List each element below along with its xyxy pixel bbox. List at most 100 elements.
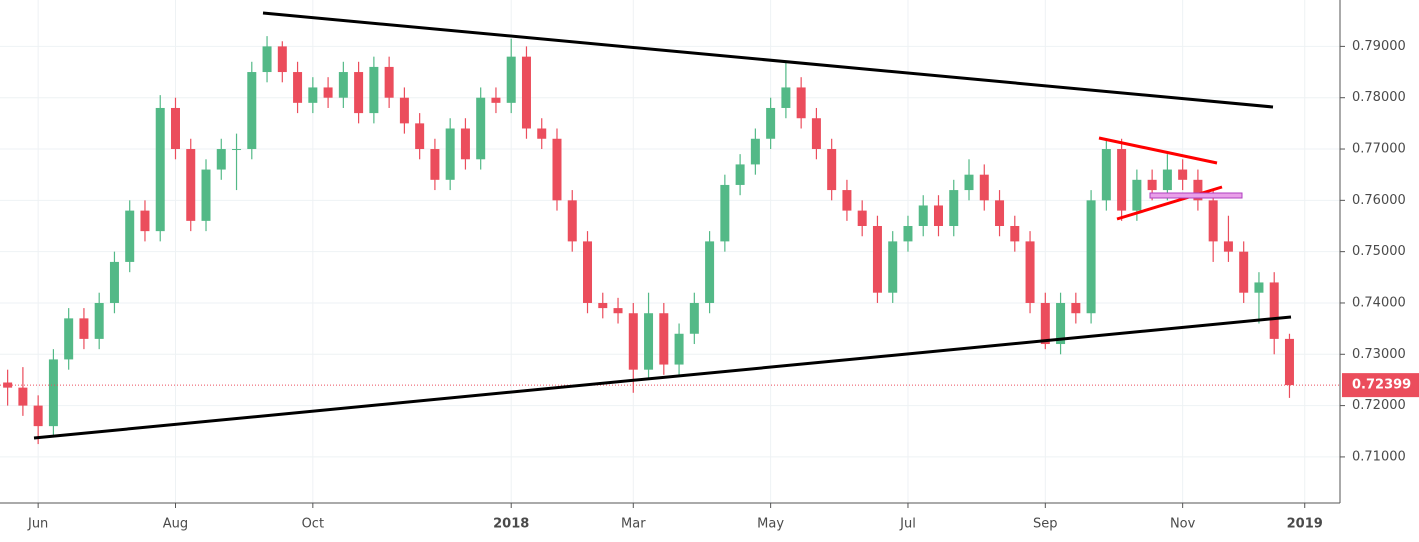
x-tick-label: Mar	[621, 517, 646, 532]
y-tick-label: 0.73000	[1352, 347, 1406, 362]
candle-body	[750, 138, 760, 165]
candle-body	[506, 56, 516, 103]
candle-body	[933, 205, 943, 226]
candle-body	[1025, 241, 1035, 303]
y-tick-label: 0.71000	[1352, 449, 1406, 464]
pennant-line	[1116, 185, 1223, 221]
y-tick-label: 0.78000	[1352, 90, 1406, 105]
drawings	[33, 11, 1292, 440]
x-tick-label: Aug	[163, 517, 188, 532]
candle-body	[827, 149, 837, 191]
candle-body	[766, 107, 776, 139]
candle-body	[552, 138, 562, 201]
candle-body	[781, 87, 791, 108]
x-tick-label: Jun	[27, 517, 48, 532]
candle-body	[567, 200, 577, 242]
candle-body	[628, 313, 638, 370]
candle-body	[3, 382, 13, 388]
candle-body	[79, 318, 89, 339]
x-tick-label: Sep	[1033, 517, 1058, 532]
candle-body	[796, 87, 806, 119]
candle-body	[415, 123, 425, 150]
x-tick-label: May	[757, 517, 784, 532]
candle-body	[1239, 251, 1249, 293]
candle-body	[460, 128, 470, 160]
candle-body	[354, 72, 364, 114]
trend-line	[262, 11, 1274, 109]
x-tick-label: 2019	[1287, 517, 1323, 532]
candle-body	[1147, 179, 1157, 191]
candle-body	[964, 174, 974, 191]
candle-body	[918, 205, 928, 226]
x-tick-label: 2018	[493, 517, 529, 532]
candle-body	[1208, 200, 1218, 242]
candle-body	[872, 225, 882, 293]
candle-body	[521, 56, 531, 129]
candle-body	[1223, 241, 1233, 252]
candle-body	[491, 97, 501, 103]
candle-body	[857, 210, 867, 226]
candle-body	[384, 66, 394, 98]
candle-body	[216, 149, 226, 170]
last-price-box	[1342, 373, 1419, 398]
candle-body	[262, 46, 272, 73]
candle-body	[537, 128, 547, 139]
candle-body	[598, 302, 608, 309]
candle-body	[155, 107, 165, 232]
y-tick-label: 0.74000	[1352, 295, 1406, 310]
axes: 0.71000 0.72000 0.73000 0.74000 0.75000 0.760…	[27, 39, 1419, 532]
candle-body	[33, 405, 43, 427]
candle-body	[674, 333, 684, 365]
x-tick-label: Nov	[1170, 517, 1196, 532]
candle-body	[1010, 225, 1020, 242]
candle-body	[430, 149, 440, 180]
candle-body	[689, 302, 699, 334]
candle-body	[811, 118, 821, 150]
last-price-label: 0.72399	[1352, 378, 1411, 393]
y-tick-label: 0.77000	[1352, 142, 1406, 157]
pennant-line	[1098, 136, 1218, 165]
candle-body	[705, 241, 715, 303]
candle-body	[170, 107, 180, 150]
candles	[0, 36, 1340, 445]
candle-body	[308, 87, 318, 103]
candle-body	[369, 66, 379, 114]
candle-body	[476, 97, 486, 160]
candle-body	[949, 190, 959, 226]
candle-body	[903, 225, 913, 242]
candle-body	[1101, 149, 1111, 201]
y-tick-label: 0.72000	[1352, 398, 1406, 413]
candle-body	[735, 164, 745, 185]
candle-body	[232, 149, 242, 151]
y-tick-label: 0.75000	[1352, 244, 1406, 259]
candle-body	[293, 72, 303, 103]
trend-line	[33, 315, 1292, 440]
candle-body	[1071, 302, 1081, 314]
candle-body	[1040, 302, 1050, 345]
candle-body	[1132, 179, 1142, 211]
candle-body	[125, 210, 135, 262]
candle-body	[888, 241, 898, 293]
candle-body	[1254, 282, 1264, 293]
candle-body	[1284, 338, 1294, 386]
candle-body	[1086, 200, 1096, 314]
y-tick-label: 0.79000	[1352, 39, 1406, 54]
candle-body	[201, 169, 211, 221]
candle-body	[277, 46, 287, 73]
candle-body	[644, 313, 654, 370]
candle-body	[64, 318, 74, 360]
candle-body	[140, 210, 150, 232]
x-tick-label: Jul	[899, 517, 916, 532]
candle-body	[613, 308, 623, 314]
candle-body	[323, 87, 333, 98]
candle-body	[247, 72, 257, 150]
candle-body	[445, 128, 455, 180]
candle-body	[1117, 149, 1127, 211]
candle-body	[186, 149, 196, 221]
candle-body	[338, 72, 348, 98]
candle-body	[842, 190, 852, 211]
x-tick-label: Oct	[302, 517, 324, 532]
candle-body	[1193, 179, 1203, 201]
candle-body	[399, 97, 409, 124]
